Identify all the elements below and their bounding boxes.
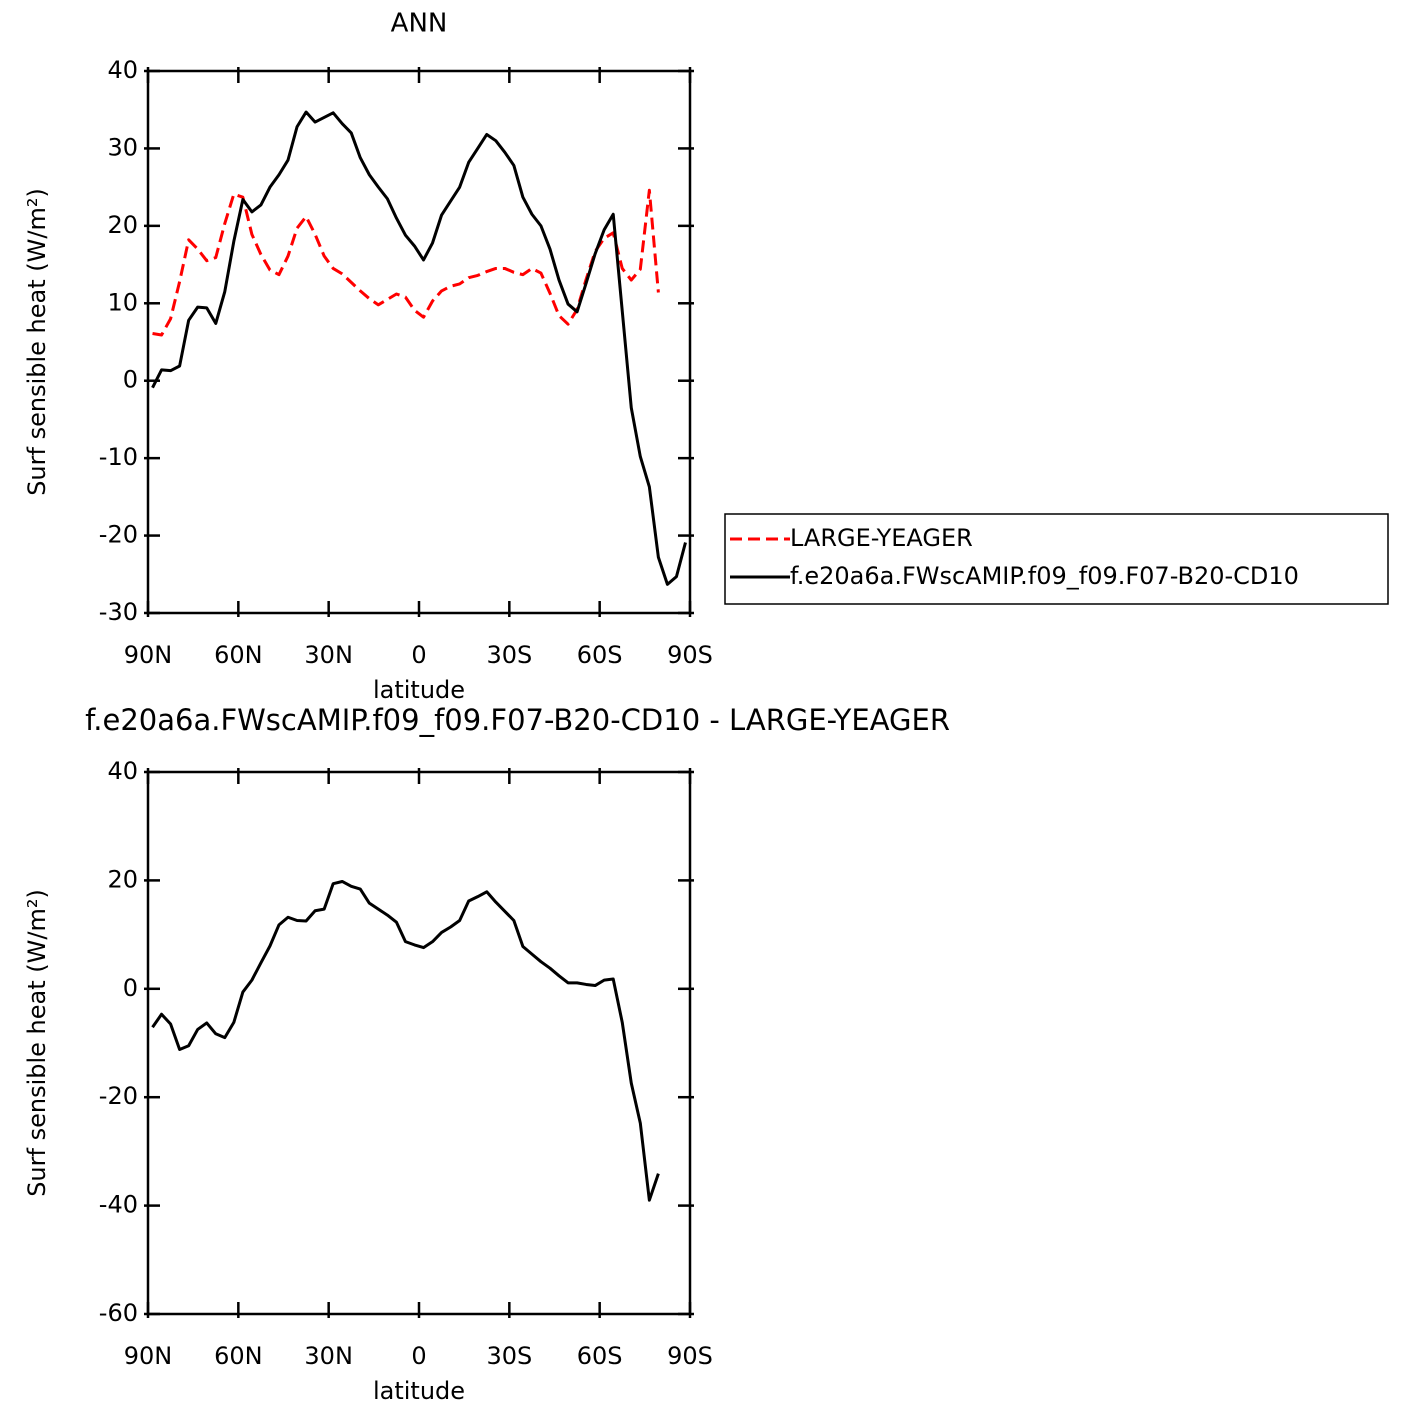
plot-frame (146, 770, 692, 1316)
y-tick-label: -20 (99, 1082, 138, 1110)
x-tick-label: 30N (304, 1342, 353, 1370)
y-tick-label: -30 (99, 598, 138, 626)
chart-title: ANN (391, 9, 448, 39)
y-axis-label: Surf sensible heat (W/m²) (23, 188, 51, 496)
y-tick-label: -60 (99, 1299, 138, 1327)
y-tick-label: 0 (123, 366, 138, 394)
y-tick-label: -20 (99, 521, 138, 549)
x-tick-label: 90N (124, 641, 173, 669)
y-tick-label: 40 (107, 56, 138, 84)
x-tick-label: 90N (124, 1342, 173, 1370)
y-tick-label: 40 (107, 757, 138, 785)
data-line (152, 188, 660, 337)
legend-label: LARGE-YEAGER (790, 524, 973, 552)
x-tick-label: 0 (411, 641, 426, 669)
x-tick-label: 60S (577, 641, 623, 669)
data-line (151, 110, 687, 586)
x-tick-label: 60N (214, 1342, 263, 1370)
x-tick-label: 90S (667, 641, 713, 669)
legend-box (724, 513, 1389, 605)
x-axis-label: latitude (373, 676, 465, 704)
y-tick-label: 10 (107, 288, 138, 316)
plot-frame (146, 69, 692, 615)
legend-label: f.e20a6a.FWscAMIP.f09_f09.F07-B20-CD10 (790, 562, 1299, 590)
y-tick-label: -10 (99, 443, 138, 471)
data-line (151, 879, 660, 1202)
x-tick-label: 60S (577, 1342, 623, 1370)
x-tick-label: 30S (486, 641, 532, 669)
x-tick-label: 30N (304, 641, 353, 669)
y-axis-label: Surf sensible heat (W/m²) (23, 889, 51, 1197)
x-axis-label: latitude (373, 1377, 465, 1405)
x-tick-label: 60N (214, 641, 263, 669)
y-tick-label: -40 (99, 1191, 138, 1219)
y-tick-label: 20 (107, 865, 138, 893)
x-tick-label: 90S (667, 1342, 713, 1370)
chart-title: f.e20a6a.FWscAMIP.f09_f09.F07-B20-CD10 -… (85, 703, 950, 737)
y-tick-label: 30 (107, 133, 138, 161)
y-tick-label: 0 (123, 974, 138, 1002)
x-tick-label: 0 (411, 1342, 426, 1370)
x-tick-label: 30S (486, 1342, 532, 1370)
y-tick-label: 20 (107, 211, 138, 239)
